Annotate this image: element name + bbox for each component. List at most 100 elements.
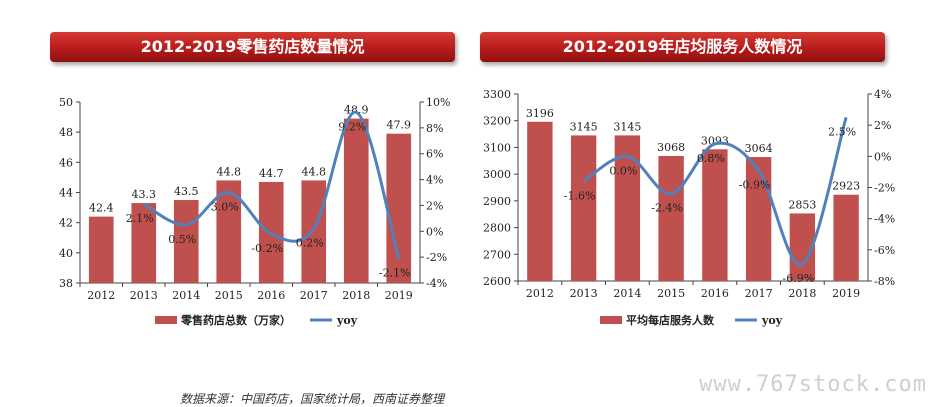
bar <box>570 135 597 281</box>
bar <box>173 200 199 283</box>
service-population-chart: 2600 2700 2800 2900 3000 3100 3200 3300 -8% -6% -4… <box>483 88 895 327</box>
left-tick-label: 40 <box>59 247 73 260</box>
bar-value-label: 3196 <box>526 107 554 120</box>
chart2-title-banner: 2012-2019年店均服务人数情况 <box>480 32 885 62</box>
left-tick-label: 3000 <box>483 168 511 181</box>
bar-value-label: 2923 <box>832 180 860 193</box>
x-tick-label: 2015 <box>215 289 243 302</box>
right-tick-label: 4% <box>426 174 443 187</box>
right-tick-label: 2% <box>426 199 443 212</box>
bar-value-label: 3064 <box>745 142 773 155</box>
right-tick-label: 0% <box>426 225 443 238</box>
yoy-value-label: -1.6% <box>564 189 596 202</box>
x-tick-label: 2017 <box>745 287 773 300</box>
bar <box>702 149 728 281</box>
x-tick-label: 2014 <box>613 287 641 300</box>
bar-value-label: 3068 <box>657 141 685 154</box>
right-tick-label: 2% <box>874 119 891 132</box>
right-tick-label: -8% <box>874 275 895 288</box>
yoy-value-label: 0.2% <box>296 237 324 250</box>
x-tick-label: 2017 <box>300 289 328 302</box>
bar-value-label: 3145 <box>613 120 641 133</box>
legend-bar-label: 平均每店服务人数 <box>626 313 715 327</box>
bar-value-label: 44.8 <box>302 165 327 178</box>
yoy-value-label: 2.5% <box>828 125 856 138</box>
right-tick-label: 4% <box>874 88 891 101</box>
legend-bar-swatch <box>155 316 177 324</box>
x-tick-label: 2013 <box>130 289 158 302</box>
bar-value-label: 43.3 <box>132 188 157 201</box>
yoy-line <box>582 116 848 266</box>
bar <box>131 203 157 283</box>
pharmacy-count-chart: 38 40 42 44 46 48 50 -4% -2% 0% 2% 4% 6% 8% 10% 2012 201… <box>59 96 450 327</box>
bar-value-label: 47.9 <box>387 119 412 132</box>
x-tick-label: 2018 <box>788 287 816 300</box>
x-tick-label: 2019 <box>385 289 413 302</box>
right-tick-label: -4% <box>426 277 447 290</box>
right-tick-label: -2% <box>426 251 447 264</box>
bar-value-label: 43.5 <box>174 185 199 198</box>
yoy-value-label: -0.9% <box>739 178 771 191</box>
right-tick-label: -2% <box>874 182 895 195</box>
bar <box>745 157 772 281</box>
bar <box>343 118 369 283</box>
bar <box>658 155 684 281</box>
bar <box>527 121 553 281</box>
yoy-value-label: -2.4% <box>651 202 683 215</box>
left-tick-label: 2900 <box>483 195 511 208</box>
left-tick-label: 44 <box>59 187 73 200</box>
x-tick-label: 2016 <box>701 287 729 300</box>
right-tick-label: 6% <box>426 148 443 161</box>
bar-value-label: 44.8 <box>217 165 242 178</box>
bar-value-label: 48.9 <box>344 104 369 117</box>
left-tick-label: 48 <box>59 126 73 139</box>
right-tick-label: 8% <box>426 122 443 135</box>
left-tick-label: 46 <box>59 156 73 169</box>
source-note: 数据来源：中国药店，国家统计局，西南证券整理 <box>180 392 445 406</box>
bar <box>88 216 114 283</box>
yoy-value-label: -2.1% <box>379 266 411 279</box>
right-tick-label: 0% <box>874 150 891 163</box>
x-tick-label: 2019 <box>832 287 860 300</box>
bar-value-label: 44.7 <box>259 167 284 180</box>
left-tick-label: 3200 <box>483 115 511 128</box>
left-tick-label: 42 <box>59 217 73 230</box>
bar-value-label: 2853 <box>788 198 816 211</box>
x-tick-label: 2014 <box>172 289 200 302</box>
left-tick-label: 3300 <box>483 88 511 101</box>
x-tick-label: 2013 <box>570 287 598 300</box>
yoy-line <box>143 110 401 259</box>
x-tick-label: 2012 <box>526 287 554 300</box>
yoy-value-label: 0.5% <box>168 233 196 246</box>
x-tick-label: 2018 <box>342 289 370 302</box>
left-tick-label: 3100 <box>483 141 511 154</box>
x-tick-label: 2012 <box>87 289 115 302</box>
yoy-value-label: 3.0% <box>211 201 239 214</box>
bar-value-label: 42.4 <box>89 202 114 215</box>
x-tick-label: 2016 <box>257 289 285 302</box>
legend-line-label: yoy <box>336 314 358 327</box>
bar <box>833 194 859 281</box>
left-tick-label: 2700 <box>483 248 511 261</box>
yoy-value-label: 0.0% <box>609 164 637 177</box>
yoy-value-label: 0.8% <box>697 152 725 165</box>
legend-line-label: yoy <box>761 314 783 327</box>
yoy-value-label: -6.9% <box>783 272 815 285</box>
right-tick-label: -4% <box>874 213 895 226</box>
bar <box>301 180 327 283</box>
left-tick-label: 2600 <box>483 275 511 288</box>
left-tick-label: 50 <box>59 96 73 109</box>
legend-bar-swatch <box>600 316 622 324</box>
yoy-value-label: 9.2% <box>338 120 366 133</box>
bar-value-label: 3145 <box>570 120 598 133</box>
yoy-value-label: -0.2% <box>251 242 283 255</box>
legend-bar-label: 零售药店总数（万家） <box>180 313 291 327</box>
watermark: www.767stock.com <box>699 372 927 397</box>
right-tick-label: -6% <box>874 244 895 257</box>
bar <box>386 133 412 283</box>
chart1-title-banner: 2012-2019零售药店数量情况 <box>50 32 455 62</box>
left-tick-label: 38 <box>59 277 73 290</box>
x-tick-label: 2015 <box>657 287 685 300</box>
left-tick-label: 2800 <box>483 222 511 235</box>
right-tick-label: 10% <box>426 96 450 109</box>
